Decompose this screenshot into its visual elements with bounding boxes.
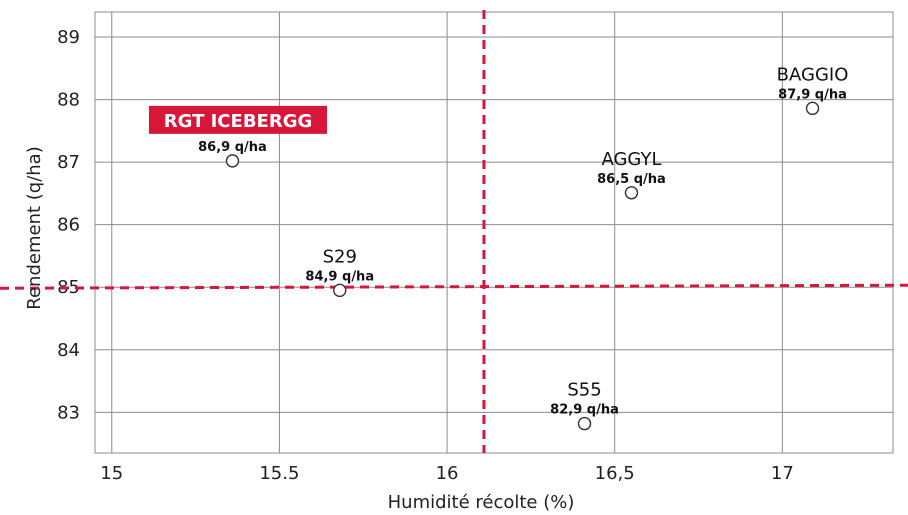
- y-tick-label: 87: [57, 152, 80, 173]
- point-marker-rgt-icebergg: [225, 154, 240, 168]
- reference-lines: [0, 10, 908, 453]
- point-marker-aggyl: [624, 186, 639, 200]
- point-value-label-s55: 82,9 q/ha: [550, 403, 619, 418]
- y-tick-label: 86: [57, 215, 80, 236]
- data-points: 86,9 q/ha RGT ICEBERGG 84,9 q/ha S29 86,5 q/…: [149, 64, 849, 431]
- point-value-label-rgt-icebergg: 86,9 q/ha: [198, 140, 267, 155]
- x-tick-label: 16: [436, 463, 459, 484]
- point-name-label-baggio: BAGGIO: [777, 64, 849, 85]
- point-value-label-s29: 84,9 q/ha: [305, 269, 374, 284]
- point-name-label-aggyl: AGGYL: [601, 149, 661, 170]
- y-tick-label: 88: [57, 90, 80, 111]
- point-marker-s55: [577, 416, 592, 431]
- plot-frame: [94, 11, 894, 454]
- x-tick-label: 15.5: [259, 463, 299, 484]
- x-axis-title: Humidité récolte (%): [388, 492, 575, 513]
- point-name-label-s55: S55: [567, 380, 601, 401]
- x-tick-label: 17: [771, 463, 794, 484]
- point-name-label-s29: S29: [323, 246, 357, 267]
- point-value-label-aggyl: 86,5 q/ha: [597, 172, 666, 187]
- highlight-label-badge: [149, 105, 327, 134]
- y-axis-title: Rendement (q/ha): [24, 146, 45, 309]
- y-tick-label: 89: [57, 27, 80, 48]
- point-value-label-baggio: 87,9 q/ha: [778, 87, 847, 102]
- x-tick-label: 16,5: [595, 463, 635, 484]
- grid: [94, 11, 894, 454]
- point-marker-baggio: [805, 101, 820, 116]
- x-tick-label: 15: [100, 463, 123, 484]
- y-tick-label: 84: [57, 340, 80, 361]
- point-name-label-rgt-icebergg: RGT ICEBERGG: [164, 111, 313, 132]
- horizontal-reference-line: [0, 283, 908, 290]
- point-marker-s29: [333, 283, 347, 298]
- y-tick-label: 83: [57, 402, 80, 423]
